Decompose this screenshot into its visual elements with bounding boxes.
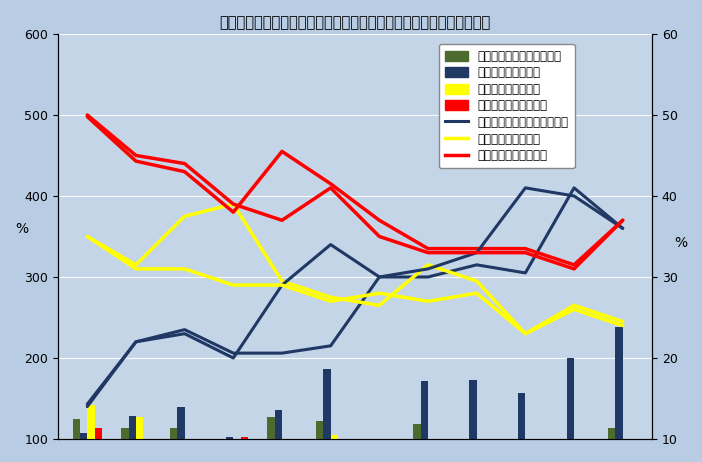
Bar bbox=[428, 439, 435, 441]
Bar bbox=[80, 432, 87, 439]
Legend: 台数前年比（左軸）･全体, 台数前年比･ソニー, 台数前年比･ニコン, 台数前年比･キヤノン, 台数シェア（右軸）･ソニー, 台数シェア･ニコン, 台数シェア･: 台数前年比（左軸）･全体, 台数前年比･ソニー, 台数前年比･ニコン, 台数前年… bbox=[439, 44, 575, 168]
Bar bbox=[241, 437, 248, 439]
Bar bbox=[338, 439, 345, 441]
Bar bbox=[73, 419, 80, 439]
Bar bbox=[226, 437, 233, 439]
Bar bbox=[420, 381, 428, 439]
Bar bbox=[387, 439, 394, 462]
Bar bbox=[379, 439, 387, 442]
Bar bbox=[331, 435, 338, 439]
Bar bbox=[574, 439, 581, 441]
Bar bbox=[608, 428, 616, 439]
Bar bbox=[484, 439, 491, 459]
Bar bbox=[477, 439, 484, 441]
Bar bbox=[511, 439, 518, 441]
Bar bbox=[185, 439, 192, 445]
Bar bbox=[316, 421, 324, 439]
Bar bbox=[630, 439, 637, 441]
Bar bbox=[435, 439, 443, 456]
Bar bbox=[324, 369, 331, 439]
Bar bbox=[233, 439, 241, 449]
Bar bbox=[267, 417, 274, 439]
Bar bbox=[623, 439, 630, 441]
Bar bbox=[170, 428, 178, 439]
Bar bbox=[525, 439, 533, 441]
Title: フルサイズレンズ交換型デジカメの販売台数前年比とメーカーシェア: フルサイズレンズ交換型デジカメの販売台数前年比とメーカーシェア bbox=[219, 15, 491, 30]
Bar bbox=[178, 407, 185, 439]
Bar bbox=[616, 327, 623, 439]
Y-axis label: %: % bbox=[15, 223, 28, 237]
Bar bbox=[533, 439, 540, 459]
Bar bbox=[581, 439, 589, 462]
Bar bbox=[136, 417, 143, 439]
Bar bbox=[87, 405, 95, 439]
Bar bbox=[518, 393, 525, 439]
Bar bbox=[567, 358, 574, 439]
Bar bbox=[121, 428, 128, 439]
Bar bbox=[413, 425, 420, 439]
Bar bbox=[143, 439, 150, 441]
Bar bbox=[192, 439, 199, 442]
Bar bbox=[470, 380, 477, 439]
Bar bbox=[274, 410, 282, 439]
Y-axis label: %: % bbox=[674, 237, 687, 250]
Bar bbox=[95, 428, 102, 439]
Bar bbox=[128, 416, 136, 439]
